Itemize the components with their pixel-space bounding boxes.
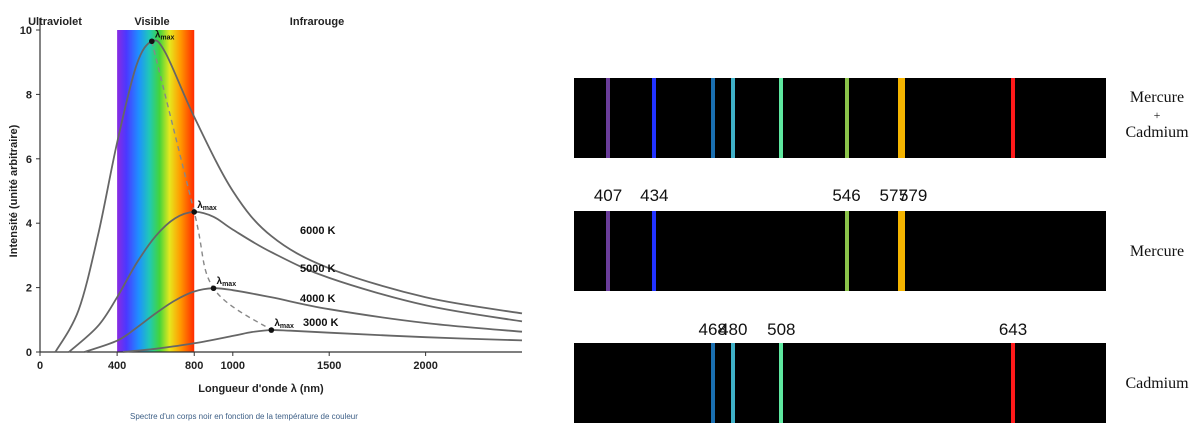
emission-line-577 <box>897 211 902 291</box>
wavelength-label: 577 <box>879 186 908 205</box>
x-tick-label: 1000 <box>221 360 245 372</box>
element-label: Mercure <box>1107 241 1199 262</box>
emission-line-407 <box>606 78 610 158</box>
visible-spectrum-band <box>117 30 195 352</box>
wavelength-label: 579 <box>898 186 928 205</box>
x-tick-label: 400 <box>108 360 126 372</box>
emission-line-407 <box>606 211 610 291</box>
emission-line-468 <box>710 78 715 158</box>
spectrum-band-2 <box>574 343 1106 423</box>
element-label-line: Cadmium <box>1125 374 1189 392</box>
x-axis-label: Longueur d'onde λ (nm) <box>198 383 324 395</box>
wavelength-label: 643 <box>998 320 1028 339</box>
spectrum-band-1 <box>574 211 1106 291</box>
y-tick-label: 10 <box>20 25 32 37</box>
series-name-label: 3000 K <box>303 317 339 329</box>
region-label-visible: Visible <box>134 16 169 28</box>
peak-label: λmax <box>217 276 237 288</box>
wavelength-label: 546 <box>832 186 861 205</box>
emission-line-434 <box>652 211 657 291</box>
emission-line-468 <box>710 343 715 423</box>
emission-line-579 <box>901 78 906 158</box>
emission-line-508 <box>779 78 784 158</box>
wavelength-label: 480 <box>719 320 748 339</box>
element-label-line: + <box>1153 107 1161 122</box>
series-name-label: 5000 K <box>300 263 336 275</box>
element-label: Mercure + Cadmium <box>1107 87 1199 143</box>
x-tick-label: 800 <box>185 360 203 372</box>
peak-marker <box>210 285 217 292</box>
peak-marker <box>149 38 155 45</box>
peak-label: λmax <box>155 29 175 41</box>
element-label-line: Mercure <box>1129 242 1185 260</box>
wavelength-label: 468 <box>698 320 727 339</box>
x-tick-label: 1500 <box>317 360 341 372</box>
wavelength-label: 434 <box>640 186 669 205</box>
wien-displacement-curve <box>151 41 272 331</box>
x-tick-label: 0 <box>37 360 43 372</box>
region-label-ir: Infrarouge <box>290 16 344 28</box>
spectrum-band-0 <box>574 78 1106 158</box>
series-line-6000K <box>54 39 523 353</box>
emission-line-577 <box>897 78 902 158</box>
y-tick-label: 6 <box>26 154 32 166</box>
peak-label: λmax <box>274 318 294 330</box>
wavelength-label: 508 <box>767 320 796 339</box>
wavelength-label: 407 <box>593 186 623 205</box>
element-label-line: Mercure <box>1129 88 1185 106</box>
series-line-3000K <box>122 329 523 353</box>
emission-line-546 <box>844 211 849 291</box>
series-line-4000K <box>84 287 523 353</box>
y-tick-label: 2 <box>26 283 32 295</box>
emission-line-643 <box>1011 343 1015 423</box>
peak-marker <box>191 209 198 215</box>
emission-line-546 <box>844 78 849 158</box>
y-axis-label: Intensité (unité arbitraire) <box>8 124 20 257</box>
emission-line-480 <box>731 343 736 423</box>
emission-line-434 <box>652 78 657 158</box>
series-name-label: 4000 K <box>300 293 336 305</box>
series-name-label: 6000 K <box>300 225 336 237</box>
peak-marker <box>268 327 275 333</box>
series-line-5000K <box>68 210 523 353</box>
emission-line-579 <box>901 211 906 291</box>
y-tick-label: 4 <box>26 218 33 230</box>
element-label: Cadmium <box>1107 373 1199 394</box>
emission-line-480 <box>731 78 736 158</box>
x-tick-label: 2000 <box>413 360 437 372</box>
peak-label: λmax <box>197 200 217 212</box>
y-tick-label: 8 <box>26 89 32 101</box>
emission-line-508 <box>779 343 784 423</box>
chart-caption: Spectre d'un corps noir en fonction de l… <box>130 412 358 421</box>
region-label-uv: Ultraviolet <box>28 16 82 28</box>
emission-line-643 <box>1011 78 1015 158</box>
blackbody-chart: 0 400 800 1000 1500 2000 0 2 4 6 8 10 Longueur d'ond… <box>8 16 523 395</box>
y-tick-label: 0 <box>26 347 32 359</box>
element-label-line: Cadmium <box>1125 123 1189 141</box>
